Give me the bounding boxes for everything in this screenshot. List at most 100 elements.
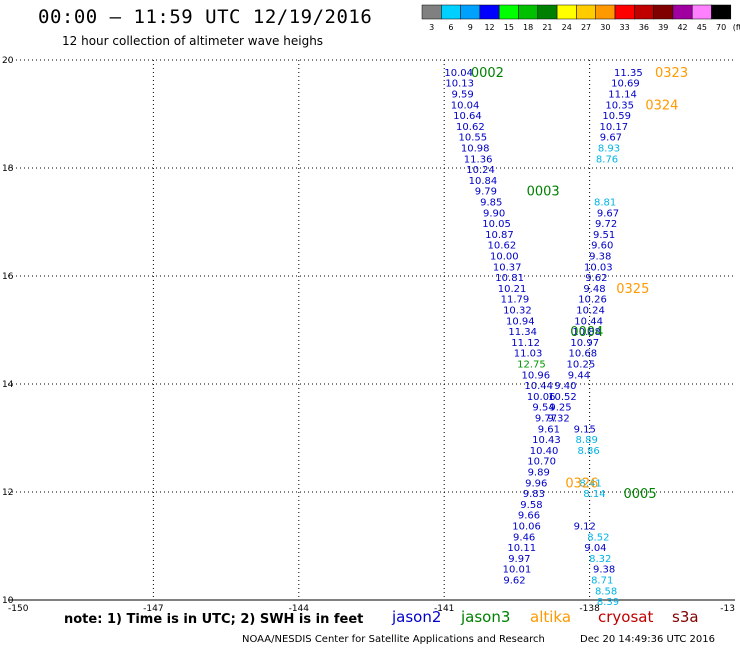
timestamp: Dec 20 14:49:36 UTC 2016 <box>580 634 715 645</box>
wave-height-label: 9.15 <box>574 424 596 435</box>
wave-height-label: 10.32 <box>503 305 532 316</box>
legend-altika: altika <box>530 608 572 626</box>
x-tick-label: -13 <box>720 604 735 614</box>
colorbar-swatch <box>595 4 616 20</box>
y-tick-label: 12 <box>2 488 13 498</box>
wave-height-label: 10.25 <box>567 359 596 370</box>
pass-id-label: 0003 <box>527 185 560 200</box>
wave-height-label: 10.59 <box>602 111 631 122</box>
wave-height-label: 8.93 <box>598 143 620 154</box>
wave-height-label: 9.58 <box>520 500 542 511</box>
colorbar-swatch <box>634 4 654 20</box>
wave-height-label: 9.60 <box>591 241 613 252</box>
page-title: 00:00 – 11:59 UTC 12/19/2016 <box>38 6 373 28</box>
colorbar-label: 36 <box>639 23 649 32</box>
wave-height-label: 9.54 <box>532 403 554 414</box>
legend-jason3: jason3 <box>461 608 511 626</box>
colorbar-label: 33 <box>620 23 630 32</box>
x-tick-label: -144 <box>289 604 310 614</box>
wave-height-label: 11.36 <box>464 154 493 165</box>
wave-height-label: 10.01 <box>503 565 532 576</box>
credit-text: NOAA/NESDIS Center for Satellite Applica… <box>242 634 545 645</box>
wave-height-label: 10.21 <box>498 284 527 295</box>
pass-id-label: 0324 <box>645 98 678 113</box>
wave-height-label: 10.04 <box>444 68 473 79</box>
y-tick-label: 18 <box>2 164 14 174</box>
wave-height-label: 8.58 <box>595 586 617 597</box>
colorbar-swatch <box>421 4 442 20</box>
wave-height-label: 9.97 <box>508 554 530 565</box>
pass-id-label: 0323 <box>655 66 688 81</box>
pass-id-label: 0326 <box>565 476 598 491</box>
wave-height-label: 11.79 <box>501 295 530 306</box>
colorbar-label: 12 <box>484 23 494 32</box>
wave-height-label: 9.67 <box>597 208 619 219</box>
wave-height-label: 9.83 <box>523 489 545 500</box>
colorbar-swatch <box>518 4 539 20</box>
wave-height-label: 9.67 <box>600 133 622 144</box>
wave-height-label: 10.40 <box>530 446 559 457</box>
wave-height-label: 10.62 <box>488 241 517 252</box>
wave-height-label: 10.94 <box>506 316 535 327</box>
wave-height-label: 9.25 <box>549 403 571 414</box>
wave-height-label: 10.03 <box>584 262 613 273</box>
wave-height-label: 9.44 <box>568 370 590 381</box>
wave-height-label: 9.04 <box>584 543 606 554</box>
wave-height-label: 10.24 <box>466 165 495 176</box>
wave-height-label: 9.61 <box>538 424 560 435</box>
colorbar-label: 70 <box>716 23 726 32</box>
wave-height-label: 9.90 <box>483 208 505 219</box>
wave-height-label: 10.24 <box>576 305 605 316</box>
wave-height-label: 9.62 <box>585 273 607 284</box>
wave-height-label: 9.79 <box>475 187 497 198</box>
y-tick-label: 14 <box>2 380 14 390</box>
wave-height-label: 9.40 <box>554 381 576 392</box>
wave-height-label: 9.62 <box>503 575 525 586</box>
wave-height-label: 8.52 <box>587 532 609 543</box>
wave-height-label: 8.89 <box>576 435 598 446</box>
wave-height-label: 11.12 <box>511 338 540 349</box>
wave-height-label: 10.43 <box>532 435 561 446</box>
colorbar-unit: (ft) <box>733 23 740 32</box>
wave-height-label: 10.88 <box>572 327 601 338</box>
wave-height-label: 10.26 <box>578 295 607 306</box>
colorbar-label: 30 <box>600 23 610 32</box>
wave-height-label: 11.03 <box>514 349 543 360</box>
wave-height-label: 8.86 <box>577 446 599 457</box>
colorbar-swatch <box>537 4 558 20</box>
wave-height-label: 9.66 <box>518 511 540 522</box>
footnote: note: 1) Time is in UTC; 2) SWH is in fe… <box>64 612 364 627</box>
colorbar-label: 27 <box>581 23 591 32</box>
x-tick-label: -147 <box>143 604 163 614</box>
wave-height-label: 10.84 <box>469 176 498 187</box>
wave-height-label: 10.37 <box>493 262 522 273</box>
colorbar-swatch <box>556 4 577 20</box>
colorbar-label: 3 <box>429 23 434 32</box>
colorbar-swatch <box>614 4 635 20</box>
wave-height-label: 10.44 <box>524 381 553 392</box>
x-tick-label: -141 <box>434 604 454 614</box>
pass-id-label: 0325 <box>616 282 649 297</box>
colorbar-swatch <box>672 4 693 20</box>
pass-id-label: 0005 <box>624 487 657 502</box>
colorbar-swatch <box>711 4 732 20</box>
colorbar-label: 24 <box>562 23 572 32</box>
wave-height-label: 10.05 <box>482 219 511 230</box>
colorbar-label: 18 <box>523 23 533 32</box>
colorbar-label: 21 <box>542 23 552 32</box>
wave-height-label: 9.12 <box>574 521 596 532</box>
wave-height-label: 10.55 <box>458 133 487 144</box>
wave-height-label: 9.38 <box>589 251 611 262</box>
wave-height-label: 9.59 <box>451 89 473 100</box>
pass-id-label: 0002 <box>471 66 504 81</box>
wave-height-label: 9.85 <box>480 197 502 208</box>
y-tick-label: 20 <box>2 56 14 66</box>
pass-id-label: 0004 <box>570 325 603 340</box>
wave-height-label: 8.14 <box>583 489 605 500</box>
y-tick-label: 10 <box>2 596 14 606</box>
x-tick-label: -138 <box>579 604 600 614</box>
wave-height-label: 9.51 <box>593 230 615 241</box>
wave-height-label: 10.69 <box>611 79 640 90</box>
grid-lines <box>8 59 735 601</box>
